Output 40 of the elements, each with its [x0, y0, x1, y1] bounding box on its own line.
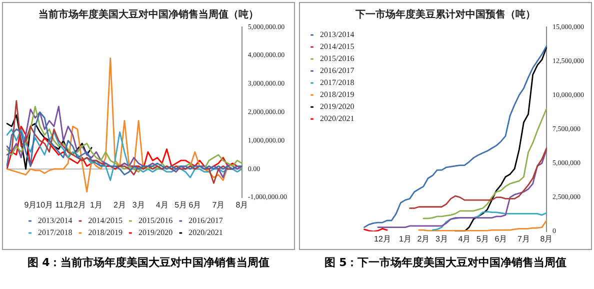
x-tick-label: 3月: [132, 200, 145, 210]
x-tick-label: 10月: [36, 200, 54, 210]
legend-label: 2018/2019: [320, 90, 354, 100]
legend-label: 2017/2018: [38, 228, 72, 238]
chart-title: 当前市场年度美国大豆对中国净销售当周值（吨）: [38, 8, 258, 21]
caption: 图 4：当前市场年度美国大豆对中国净销售当周值: [27, 255, 270, 270]
legend-label: 2016/2017: [188, 216, 223, 226]
x-tick-label: 2月: [417, 234, 430, 244]
legend-label: 2019/2020: [138, 228, 173, 238]
x-tick-label: 7月: [212, 200, 225, 210]
x-tick-label: 5月: [174, 200, 188, 210]
x-tick-label: 2月: [114, 200, 126, 210]
x-tick-label: 6月: [188, 200, 202, 210]
legend-label: 2016/2017: [320, 66, 354, 76]
legend-label: 2015/2016: [138, 216, 173, 226]
x-tick-label: 3月: [435, 234, 448, 244]
legend-label: 2019/2020: [320, 102, 354, 112]
x-tick-label: 6月: [494, 234, 508, 244]
x-tick-label: 12月: [374, 234, 391, 244]
legend-label: 2020/2021: [188, 228, 223, 238]
legend-label: 2013/2014: [320, 30, 354, 40]
x-tick-label: 1月: [90, 200, 102, 210]
legend-label: 2018/2019: [88, 228, 122, 238]
chart-title: 下一市场年度美豆累计对中国预售（吨）: [354, 8, 536, 21]
x-tick-label: 8月: [236, 200, 248, 210]
x-tick-label: 8月: [540, 234, 553, 244]
legend-label: 2014/2015: [320, 42, 354, 52]
x-tick-label: 5月: [476, 234, 489, 244]
legend-label: 2014/2015: [88, 216, 122, 226]
x-tick-label: 1月: [399, 234, 412, 244]
caption: 图 5：下一市场年度美国大豆对中国净销售当周值: [324, 255, 567, 270]
legend-label: 2015/2016: [320, 54, 354, 64]
legend-label: 2020/2021: [320, 114, 354, 124]
x-tick-label: 9月: [24, 200, 37, 210]
legend-label: 2013/2014: [38, 216, 72, 226]
x-tick-label: 12月: [69, 200, 86, 210]
x-tick-label: 4月: [458, 234, 471, 244]
x-tick-label: 7月: [517, 234, 530, 244]
legend-label: 2017/2018: [320, 78, 354, 88]
x-tick-label: 4月: [156, 200, 168, 210]
